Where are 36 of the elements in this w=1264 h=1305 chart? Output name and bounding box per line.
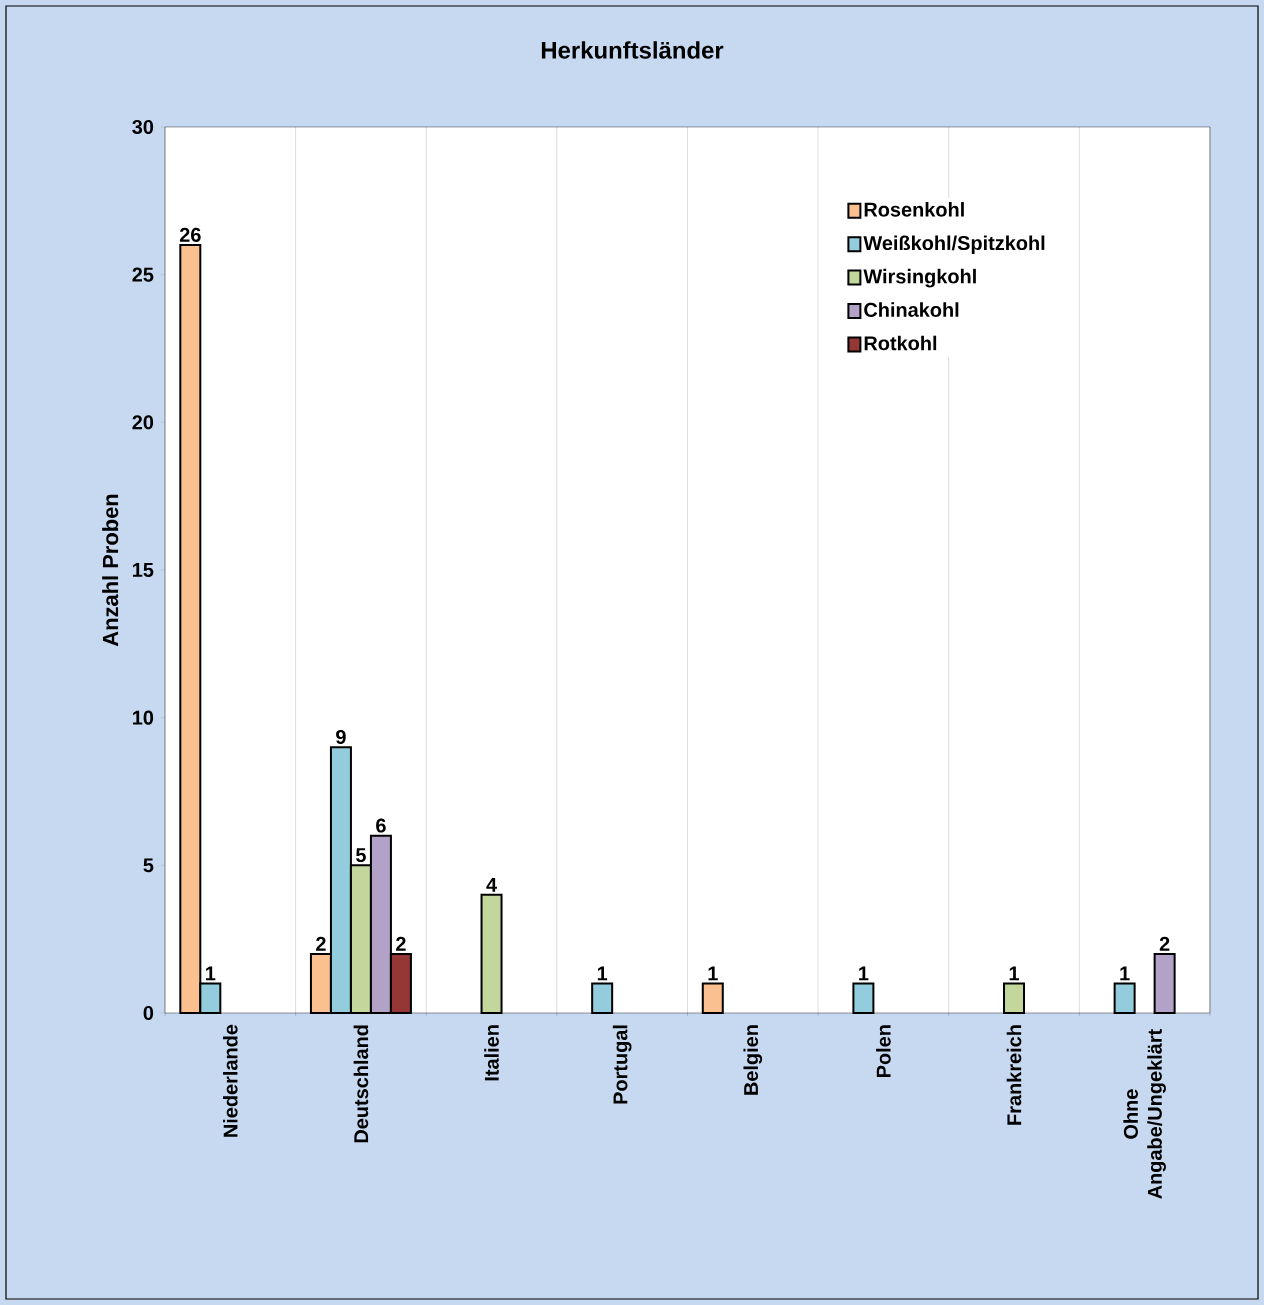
legend-label: Chinakohl [864, 302, 959, 317]
x-tick-label: Portugal [612, 1025, 632, 1104]
data-label: 9 [336, 729, 346, 744]
x-tick-label: Italien [484, 1025, 499, 1081]
data-label: 1 [597, 966, 608, 981]
x-tick-label: Ohne Angabe/Ungeklärt [1123, 1029, 1166, 1199]
data-label: 2 [396, 936, 406, 951]
x-tick-label: Niederlande [222, 1024, 238, 1137]
data-label: 4 [486, 877, 497, 892]
x-tick-label: Polen [876, 1025, 891, 1078]
y-tick-label: 15 [133, 563, 154, 577]
data-label: 1 [206, 966, 216, 981]
data-label: 1 [859, 966, 869, 981]
legend-label: Rosenkohl [864, 202, 964, 217]
y-tick-label: 10 [133, 710, 154, 725]
data-label: 26 [179, 227, 201, 242]
y-tick-label: 30 [132, 119, 154, 135]
y-axis-title: Anzahl Proben [102, 494, 119, 647]
y-tick-label: 20 [132, 415, 154, 430]
data-label: 1 [708, 966, 718, 981]
data-label: 1 [1120, 966, 1130, 981]
data-label: 2 [316, 936, 326, 951]
data-label: 2 [1159, 936, 1170, 951]
legend-label: Weißkohl/Spitzkohl [863, 235, 1045, 255]
x-tick-label: Deutschland [353, 1025, 369, 1143]
data-label: 1 [1009, 966, 1019, 981]
data-label: 6 [376, 818, 386, 833]
y-tick-label: 0 [143, 1005, 154, 1021]
y-tick-label: 5 [143, 858, 154, 873]
data-label: 5 [356, 848, 366, 863]
y-tick-label: 25 [132, 267, 154, 282]
x-tick-label: Frankreich [1006, 1025, 1022, 1125]
legend-label: Rotkohl [864, 335, 937, 351]
x-tick-label: Belgien [743, 1025, 763, 1095]
chart-title: Herkunftsländer [541, 41, 724, 59]
legend-label: Wirsingkohl [863, 268, 976, 288]
